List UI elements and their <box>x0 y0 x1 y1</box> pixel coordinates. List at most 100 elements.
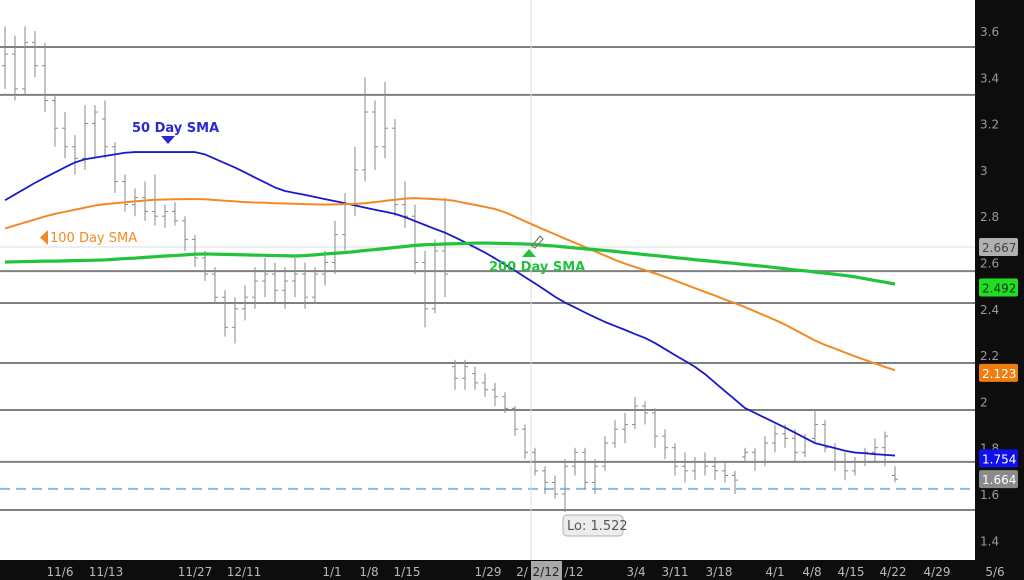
ohlc-bar <box>32 31 38 78</box>
x-tick-label: 4/15 <box>838 565 865 579</box>
ohlc-bar <box>402 181 408 228</box>
x-tick-label: 1/1 <box>322 565 341 579</box>
x-tick-label: 11/6 <box>47 565 74 579</box>
ohlc-bar <box>892 466 898 483</box>
ohlc-bar <box>62 112 68 159</box>
ohlc-bar <box>382 81 388 159</box>
x-tick-label: 12/11 <box>227 565 262 579</box>
ohlc-bar <box>722 461 728 483</box>
ohlc-bar <box>672 443 678 476</box>
sma200-value-badge-text: 2.492 <box>982 282 1016 296</box>
y-tick-label: 3 <box>980 164 988 178</box>
x-tick-label: /12 <box>564 565 583 579</box>
plot-area <box>0 0 975 560</box>
ohlc-bar <box>422 250 428 328</box>
ohlc-bar <box>252 267 258 309</box>
ohlc-bar <box>372 100 378 170</box>
ohlc-bar <box>582 447 588 490</box>
ohlc-bar <box>602 436 608 471</box>
sma50-value-badge <box>979 449 1018 468</box>
ohlc-bar <box>502 392 508 413</box>
support-resistance-lines <box>0 45 975 511</box>
crosshair-price-badge <box>979 237 1018 256</box>
ohlc-bar <box>792 429 798 462</box>
x-tick-label: 1/15 <box>394 565 421 579</box>
ohlc-bar <box>522 424 528 460</box>
y-tick-label: 2.8 <box>980 210 999 224</box>
crosshair-date-badge <box>531 561 562 580</box>
ohlc-bar <box>112 142 118 194</box>
ohlc-bar <box>462 359 468 390</box>
y-tick-label: 2.4 <box>980 303 999 317</box>
ohlc-bar <box>642 401 648 425</box>
x-tick-label: 3/11 <box>662 565 689 579</box>
ohlc-bar <box>192 234 198 268</box>
ohlc-bar <box>492 382 498 407</box>
ohlc-bar <box>262 257 268 298</box>
triangle-up-icon <box>522 249 536 257</box>
ohlc-bar <box>42 42 48 113</box>
y-tick-label: 3.4 <box>980 71 999 85</box>
ohlc-bar <box>742 447 748 462</box>
ohlc-bar <box>532 447 538 476</box>
x-tick-label: 3/4 <box>626 565 645 579</box>
ohlc-bar <box>52 95 58 147</box>
ohlc-bar <box>482 373 488 397</box>
x-tick-label: 4/29 <box>924 565 951 579</box>
sma-line-0 <box>4 151 896 457</box>
ohlc-bar <box>662 429 668 460</box>
x-tick-label: 2/ <box>516 565 529 579</box>
low-tooltip-text: Lo: 1.522 <box>567 519 628 534</box>
x-tick-label: 11/27 <box>178 565 213 579</box>
ohlc-bar <box>182 216 188 251</box>
ohlc-bar <box>92 105 98 159</box>
ohlc-bar <box>702 452 708 476</box>
crosshair-date-label: 2/12 <box>533 565 560 579</box>
ohlc-bar <box>542 466 548 494</box>
ohlc-bar <box>772 424 778 453</box>
ohlc-bar <box>222 290 228 337</box>
last-price-badge <box>979 470 1018 489</box>
sma200-label: 200 Day SMA <box>489 260 585 275</box>
ohlc-bar <box>762 436 768 467</box>
y-tick-label: 3.2 <box>980 118 999 132</box>
sma50-value-badge-text: 1.754 <box>982 452 1016 466</box>
ohlc-bar <box>322 250 328 286</box>
ohlc-bar <box>432 239 438 314</box>
y-tick-label: 1.4 <box>980 534 999 548</box>
ohlc-bar <box>22 26 28 96</box>
ohlc-bar <box>682 452 688 483</box>
y-tick-label: 1.6 <box>980 488 999 502</box>
sma-line-2 <box>4 241 896 286</box>
y-tick-label: 2 <box>980 395 988 409</box>
ohlc-bar <box>872 438 878 462</box>
ohlc-bar <box>652 408 658 448</box>
ohlc-bar <box>282 267 288 309</box>
pencil-icon <box>531 235 544 249</box>
last-price-badge-text: 1.664 <box>982 473 1016 487</box>
x-tick-label: 4/8 <box>802 565 821 579</box>
sma100-value-badge <box>979 363 1018 382</box>
ohlc-bar <box>632 396 638 430</box>
ohlc-bar <box>212 267 218 305</box>
ohlc-bar <box>752 447 758 471</box>
triangle-left-icon <box>40 230 48 245</box>
ohlc-bar <box>852 456 858 476</box>
x-tick-label: 11/13 <box>89 565 124 579</box>
ohlc-bar <box>312 267 318 305</box>
triangle-down-icon <box>161 136 175 144</box>
price-badges: 2.667 2.492 2.123 1.754 1.664 <box>979 237 1018 489</box>
sma100-label: 100 Day SMA <box>50 231 137 246</box>
moving-averages <box>4 151 896 457</box>
x-tick-label: 3/18 <box>706 565 733 579</box>
ohlc-bar <box>272 262 278 305</box>
ohlc-bar <box>622 412 628 444</box>
annotations: 50 Day SMA 100 Day SMA 200 Day SMA Lo: 1.52… <box>40 121 628 537</box>
ohlc-bar <box>292 257 298 298</box>
ohlc-bar <box>612 419 618 448</box>
sma200-value-badge <box>979 278 1018 297</box>
crosshair-price-badge-text: 2.667 <box>982 241 1016 255</box>
sma-line-1 <box>4 197 896 372</box>
ohlc-bar <box>822 419 828 453</box>
